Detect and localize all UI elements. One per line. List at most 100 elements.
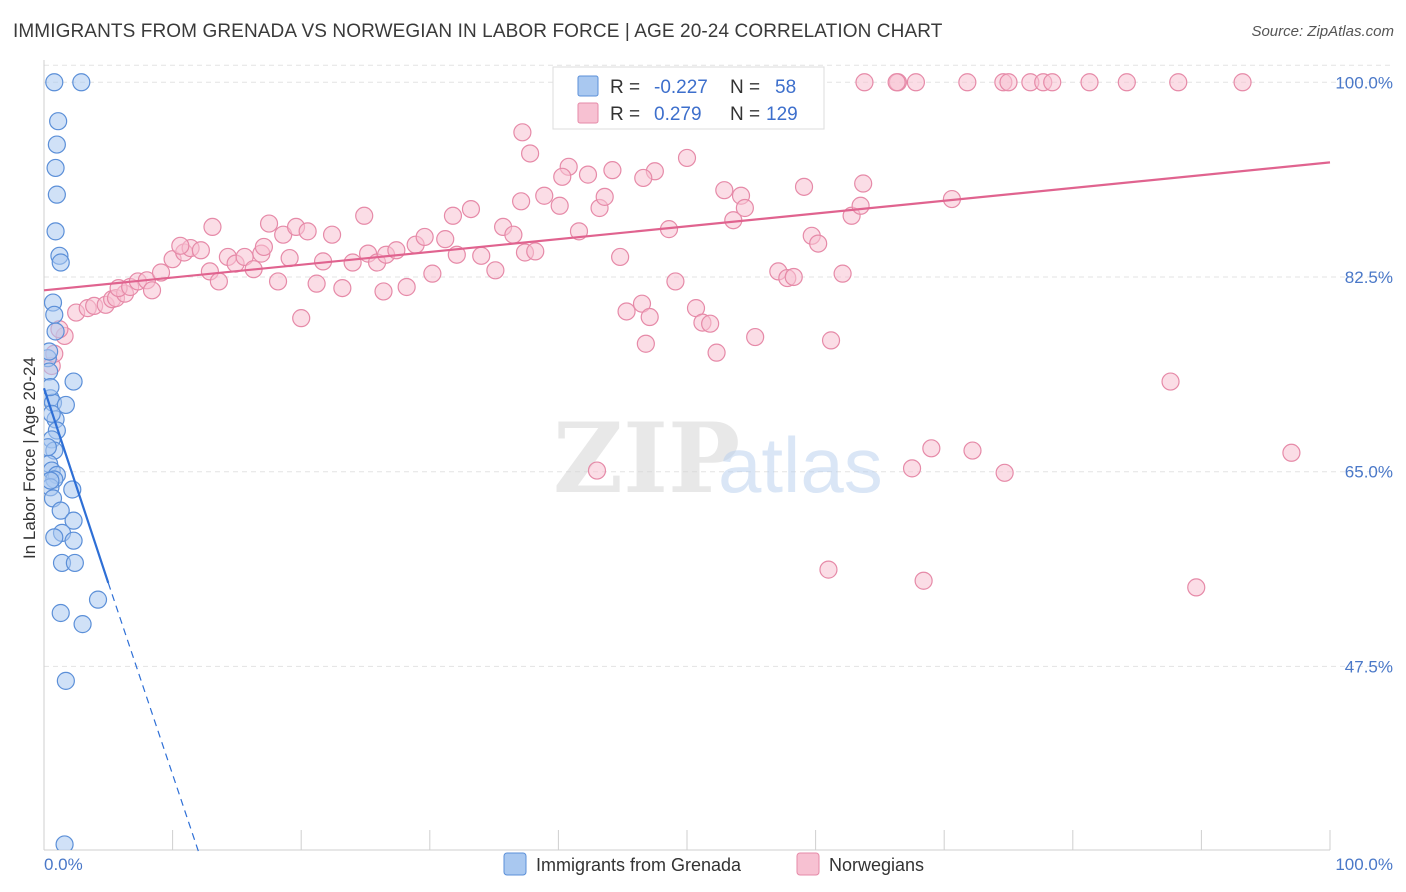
data-point [535, 186, 554, 205]
legend-n-label-blue: N = [730, 77, 760, 98]
data-point [794, 177, 814, 196]
data-point [298, 222, 317, 241]
data-point [44, 471, 60, 490]
source-label: Source: ZipAtlas.com [1251, 23, 1394, 40]
data-point [51, 501, 70, 520]
data-point [171, 236, 190, 255]
y-tick-label: 82.5% [1345, 268, 1393, 287]
data-point [44, 438, 57, 457]
data-point [1187, 578, 1206, 597]
data-point [46, 158, 65, 178]
data-point [821, 331, 841, 350]
correlation-legend: R = -0.227 N = 58 R = 0.279 N = 129 [552, 66, 825, 130]
data-point [45, 73, 64, 92]
legend-r-label-blue: R = [610, 77, 640, 98]
data-point [44, 378, 60, 397]
data-point [784, 267, 803, 287]
data-point [632, 294, 652, 313]
data-point [472, 246, 491, 265]
y-tick-label: 65.0% [1345, 463, 1393, 482]
data-point [526, 242, 545, 261]
data-point [191, 241, 210, 260]
data-point [819, 560, 838, 579]
data-point [64, 511, 83, 530]
watermark-zip: ZIP [553, 402, 740, 515]
x-tick-label-min: 0.0% [44, 855, 83, 874]
data-point [333, 278, 352, 298]
y-axis-label: In Labor Force | Age 20-24 [20, 357, 39, 559]
data-point [634, 168, 653, 188]
data-point [1117, 73, 1136, 92]
data-point [415, 227, 434, 247]
data-point [550, 196, 569, 215]
data-point [65, 553, 84, 573]
series-grenada [44, 73, 108, 850]
data-point [553, 167, 572, 186]
data-point [746, 327, 765, 347]
trend-line-norwegians [43, 161, 1331, 292]
data-point [887, 73, 906, 92]
data-point [151, 263, 171, 282]
data-point [51, 603, 70, 623]
y-tick-label: 47.5% [1345, 657, 1393, 676]
data-point [1080, 73, 1099, 92]
data-point [209, 272, 228, 291]
data-point [958, 73, 977, 92]
data-point [355, 206, 374, 225]
data-point [640, 307, 659, 327]
data-point [1233, 73, 1252, 92]
data-point [397, 277, 416, 297]
data-point [636, 334, 655, 353]
data-point [617, 302, 636, 321]
data-point [1043, 73, 1062, 92]
data-point [906, 73, 926, 92]
data-point [855, 73, 874, 92]
trend-line-grenada-extension [107, 582, 199, 852]
data-point [902, 459, 922, 478]
data-point [292, 309, 311, 328]
data-point [73, 615, 92, 634]
data-point [423, 264, 442, 283]
data-point [72, 73, 91, 92]
data-point [280, 248, 299, 268]
x-ticks [43, 830, 1331, 850]
data-point [1161, 372, 1180, 391]
data-point [513, 123, 532, 142]
data-point [47, 185, 66, 204]
data-point [49, 112, 68, 131]
data-point [268, 272, 288, 291]
data-point [322, 225, 342, 244]
x-tick-label-max: 100.0% [1335, 855, 1393, 874]
bottom-legend-swatch-grenada [503, 852, 527, 876]
data-point [461, 199, 481, 219]
data-point [914, 571, 933, 590]
data-point [1282, 443, 1301, 462]
bottom-legend-label-grenada: Immigrants from Grenada [536, 855, 742, 875]
data-point [45, 528, 64, 547]
data-point [715, 181, 734, 200]
data-point [47, 135, 66, 154]
data-point [521, 144, 540, 163]
data-point [578, 165, 598, 184]
data-point [854, 174, 873, 193]
data-point [64, 531, 83, 550]
legend-swatch-blue [577, 75, 599, 97]
data-point [46, 322, 65, 341]
data-point [203, 217, 222, 237]
data-point [259, 214, 279, 233]
series-legend: Immigrants from Grenada Norwegians [503, 852, 924, 876]
series-norwegians [44, 73, 1301, 597]
bottom-legend-label-norwegians: Norwegians [829, 855, 924, 875]
data-point [587, 461, 607, 480]
legend-r-value-blue: -0.227 [654, 77, 708, 98]
data-point [55, 835, 74, 850]
data-point [374, 282, 393, 301]
gridlines [44, 64, 1393, 667]
watermark-atlas: atlas [718, 421, 883, 509]
legend-n-value-pink: 129 [766, 104, 798, 125]
data-point [1169, 73, 1188, 92]
data-point [603, 161, 622, 180]
data-point [436, 230, 455, 249]
data-point [254, 237, 274, 257]
